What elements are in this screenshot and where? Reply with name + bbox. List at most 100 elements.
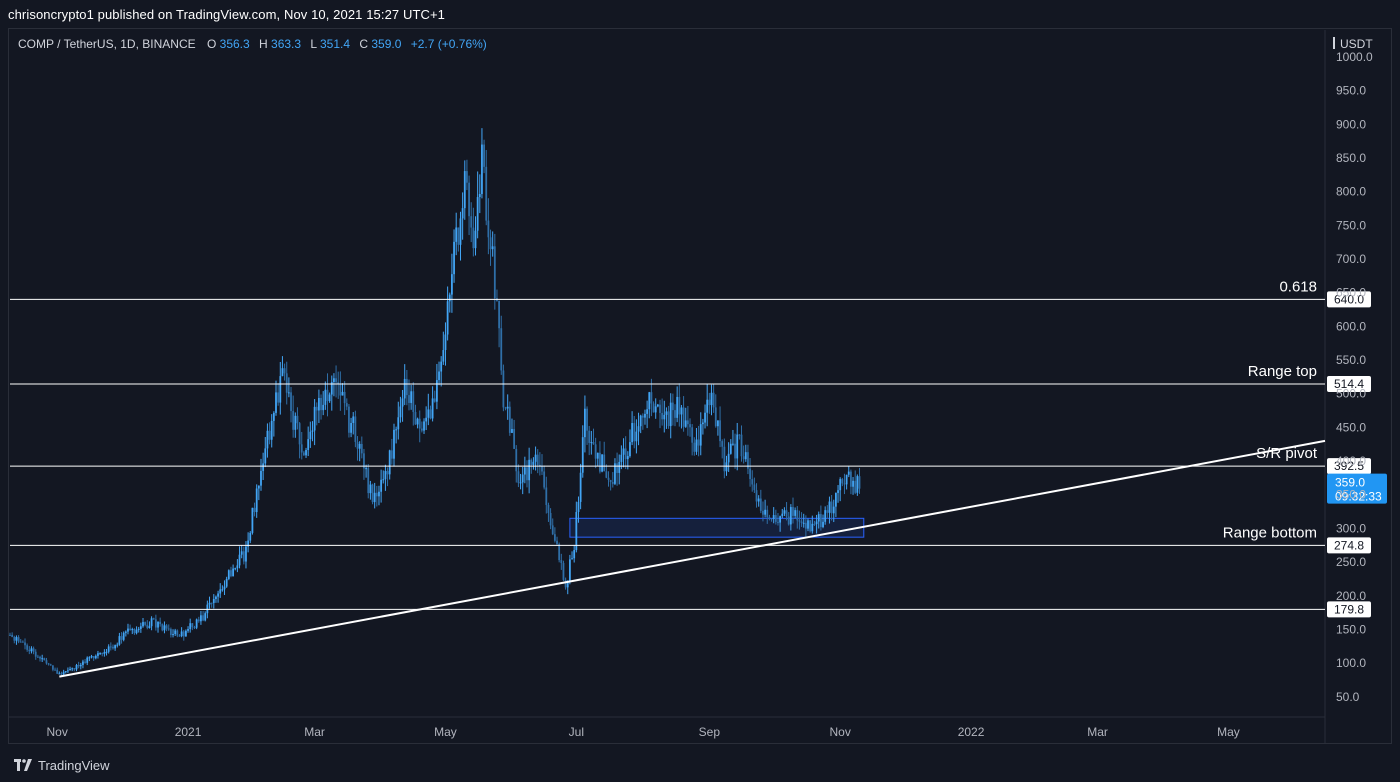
candle-body: [300, 444, 303, 453]
candle-body: [257, 485, 260, 489]
candle-body: [639, 415, 642, 427]
candle-body: [579, 472, 582, 502]
candle-body: [367, 468, 370, 494]
candle-body: [562, 563, 565, 580]
candle-body: [305, 450, 307, 456]
symbol-name: COMP / TetherUS, 1D, BINANCE: [18, 37, 196, 51]
candle-body: [686, 420, 689, 425]
candle-body: [403, 378, 406, 399]
candle-body: [137, 628, 140, 630]
candle-body: [783, 510, 786, 514]
candle-body: [354, 416, 357, 442]
candle-body: [146, 624, 149, 628]
candle-body: [824, 510, 827, 522]
candle-body: [442, 350, 445, 362]
candle-body: [528, 459, 531, 481]
candle-body: [242, 551, 245, 562]
level-price-text: 640.0: [1334, 292, 1364, 306]
x-tick-label: 2022: [958, 725, 985, 739]
candle-body: [363, 453, 365, 469]
x-tick-label: May: [1217, 725, 1240, 739]
candle-body: [532, 461, 535, 465]
candle-body: [358, 443, 361, 449]
candle-body: [451, 274, 453, 295]
candle-body: [637, 426, 640, 432]
candle-body: [191, 623, 194, 628]
candle-body: [47, 663, 50, 665]
y-tick-label: 250.0: [1336, 555, 1366, 569]
candle-body: [762, 510, 764, 515]
candle-body: [219, 589, 222, 594]
candle-body: [674, 410, 676, 418]
candle-body: [596, 452, 599, 459]
candle-body: [644, 413, 646, 418]
candle-body: [553, 534, 556, 541]
candle-body: [701, 422, 704, 425]
last-price-value: 359.0: [1335, 476, 1365, 490]
candle-body: [142, 622, 144, 627]
currency-marker: [1333, 37, 1335, 49]
candle-body: [468, 182, 470, 217]
candle-body: [779, 516, 782, 523]
candle-body: [399, 406, 402, 418]
candle-body: [234, 568, 237, 570]
candle-body: [405, 378, 408, 396]
candle-body: [826, 510, 829, 513]
candle-body: [262, 463, 265, 471]
candle-body: [601, 454, 603, 472]
candle-body: [717, 420, 719, 427]
candle-body: [489, 237, 492, 250]
candle-body: [575, 511, 578, 551]
candle-body: [49, 664, 52, 666]
candle-body: [133, 629, 136, 634]
low-label: L: [310, 37, 317, 51]
time-axis[interactable]: Nov 2021 Mar May Jul Sep Nov 2022 Mar May: [47, 725, 1240, 739]
candle-body: [249, 532, 252, 541]
candle-body: [204, 613, 207, 621]
high-value: 363.3: [271, 37, 301, 51]
level-price-text: 179.8: [1334, 602, 1364, 616]
candle-body: [631, 423, 634, 443]
currency-label[interactable]: USDT: [1333, 37, 1373, 51]
candle-body: [444, 334, 447, 351]
candle-body: [822, 521, 824, 528]
candle-body: [558, 544, 561, 561]
candle-body: [94, 655, 97, 659]
candle-body: [433, 398, 436, 402]
candle-body: [272, 412, 275, 421]
candle-body: [240, 551, 243, 555]
candle-body: [714, 407, 717, 427]
candle-body: [543, 471, 546, 488]
candle-body: [150, 618, 153, 627]
candle-body: [485, 166, 488, 221]
candle-body: [24, 642, 26, 646]
candle-body: [781, 513, 784, 517]
candle-body: [176, 630, 179, 636]
candle-body: [425, 417, 428, 422]
candle-body: [800, 521, 803, 523]
candle-body: [547, 504, 550, 513]
candle-body: [71, 668, 74, 670]
candle-body: [541, 466, 543, 472]
tradingview-logo-icon: [14, 759, 32, 771]
candle-body: [453, 241, 455, 275]
y-tick-label: 450.0: [1336, 420, 1366, 434]
candle-body: [491, 246, 494, 250]
candle-body: [545, 487, 548, 505]
candle-body: [777, 521, 779, 523]
candle-body: [834, 492, 837, 507]
candle-body: [804, 522, 807, 529]
candle-body: [493, 246, 496, 299]
candle-body: [210, 602, 213, 604]
candle-body: [112, 646, 114, 649]
candle-body: [652, 403, 655, 413]
candle-body: [365, 468, 368, 470]
candle-body: [58, 673, 61, 675]
price-axis[interactable]: 1000.0 950.0 900.0 850.0 800.0 750.0 700.0 650.…: [1336, 50, 1373, 704]
candle-body: [787, 516, 790, 525]
candle-body: [427, 409, 430, 418]
candle-body: [77, 665, 80, 667]
candle-body: [315, 406, 318, 411]
candle-body: [732, 443, 734, 445]
